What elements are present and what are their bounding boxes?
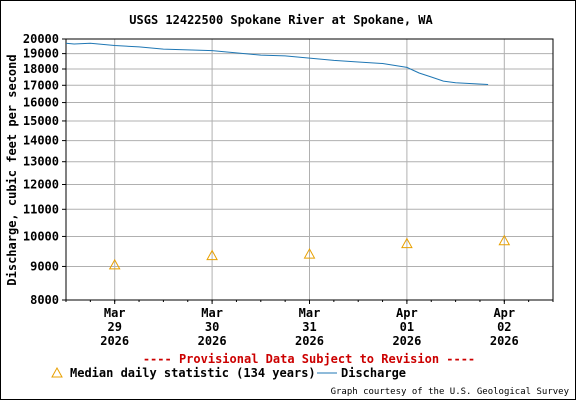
x-axis-ticks: Mar292026Mar302026Mar312026Apr012026Apr0… (65, 300, 554, 348)
x-tick-label: 29 (107, 320, 121, 334)
x-tick-label: 2026 (490, 334, 519, 348)
y-tick-label: 13000 (23, 155, 59, 169)
x-tick-label: Mar (201, 306, 223, 320)
x-tick-label: 02 (497, 320, 511, 334)
discharge-line (65, 42, 489, 85)
legend: Median daily statistic (134 years) Disch… (51, 366, 406, 380)
legend-entry-median: Median daily statistic (134 years) (51, 366, 316, 380)
legend-label-discharge: Discharge (341, 366, 406, 380)
series (65, 42, 511, 270)
median-point (498, 234, 511, 246)
y-tick-label: 18000 (23, 62, 59, 76)
y-tick-label: 14000 (23, 134, 59, 148)
x-tick-label: Mar (104, 306, 126, 320)
y-tick-label: 19000 (23, 47, 59, 61)
y-tick-label: 11000 (23, 202, 59, 216)
x-tick-label: 01 (400, 320, 414, 334)
legend-label-median: Median daily statistic (134 years) (70, 366, 316, 380)
median-point (303, 248, 316, 259)
x-tick-label: 2026 (198, 334, 227, 348)
y-axis-label: Discharge, cubic feet per second (5, 54, 19, 285)
x-tick-label: Apr (493, 306, 515, 320)
legend-entry-discharge: Discharge (317, 366, 406, 380)
y-tick-label: 9000 (30, 259, 59, 273)
provisional-note: ---- Provisional Data Subject to Revisio… (143, 352, 475, 366)
y-tick-label: 8000 (30, 293, 59, 307)
y-tick-label: 20000 (23, 32, 59, 46)
y-axis-ticks: 8000 9000 10000 11000 12000 13000 14000 15000 16… (23, 32, 66, 307)
credit-note: Graph courtesy of the U.S. Geological Su… (331, 387, 570, 397)
legend-median-triangle-icon (51, 366, 63, 378)
x-tick-label: 2026 (392, 334, 421, 348)
x-tick-label: Mar (299, 306, 321, 320)
chart-title: USGS 12422500 Spokane River at Spokane, … (129, 13, 433, 27)
median-point (206, 249, 218, 261)
x-tick-label: 30 (205, 320, 219, 334)
x-tick-label: 2026 (100, 334, 129, 348)
y-tick-label: 17000 (23, 78, 59, 92)
x-tick-label: 2026 (295, 334, 324, 348)
y-tick-label: 12000 (23, 178, 59, 192)
y-tick-label: 10000 (23, 229, 59, 243)
median-point (108, 258, 121, 270)
x-tick-label: 31 (302, 320, 316, 334)
x-tick-label: Apr (396, 306, 418, 320)
y-tick-label: 16000 (23, 96, 59, 110)
grid (66, 39, 553, 300)
y-tick-label: 15000 (23, 114, 59, 128)
median-point (401, 237, 413, 249)
